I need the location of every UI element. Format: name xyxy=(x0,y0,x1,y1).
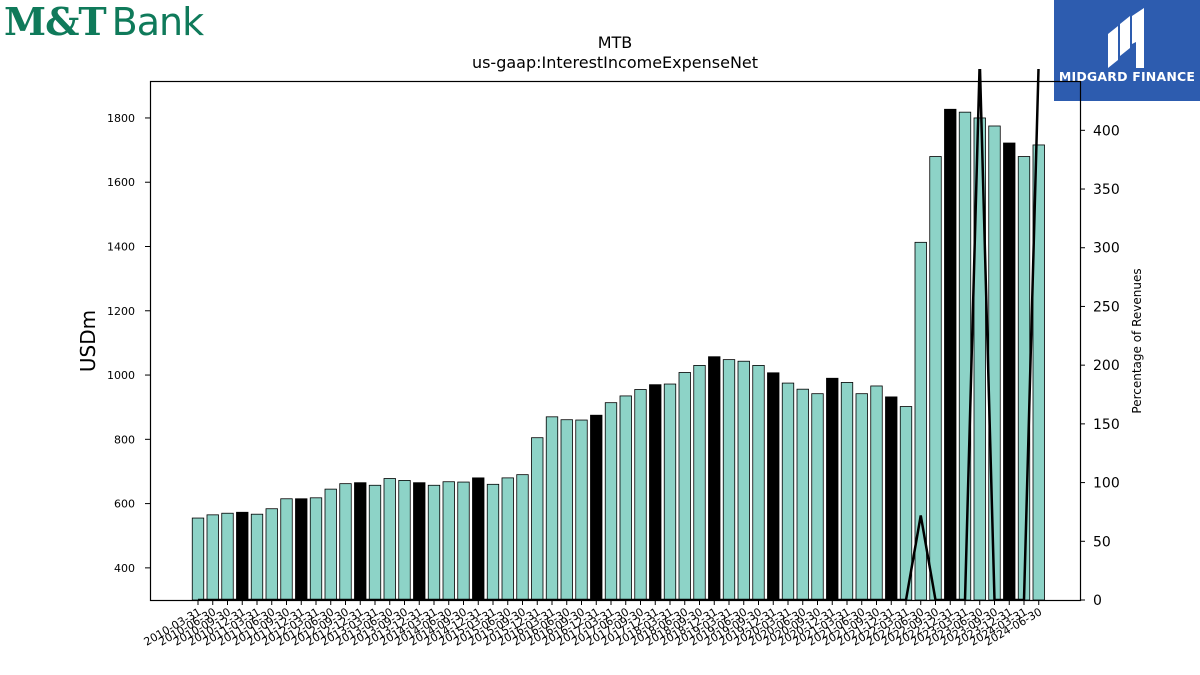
y2-tick-label: 300 xyxy=(1093,241,1120,257)
bar xyxy=(722,359,736,601)
y2-tick-label: 100 xyxy=(1093,476,1120,492)
chart-subtitle: us-gaap:InterestIncomeExpenseNet xyxy=(472,53,758,72)
bar xyxy=(486,483,500,601)
y2-tick-label: 0 xyxy=(1093,593,1102,609)
percentage-line xyxy=(198,69,1040,600)
y-tick-label: 400 xyxy=(114,562,135,575)
y-tick-label: 1400 xyxy=(107,241,135,254)
bar xyxy=(545,416,559,601)
chart-title: MTB xyxy=(598,33,633,52)
bar xyxy=(752,365,765,601)
bar xyxy=(309,497,323,601)
midgard-logo-icon xyxy=(1108,8,1144,68)
bars-group xyxy=(191,108,1045,601)
y-tick-label: 1600 xyxy=(107,176,135,189)
bar xyxy=(737,360,750,601)
bar xyxy=(634,389,647,601)
bar xyxy=(383,478,396,601)
bar xyxy=(354,482,367,601)
bar xyxy=(693,365,706,601)
bar xyxy=(427,484,441,601)
bar xyxy=(324,488,337,601)
bank-logo: M&T Bank xyxy=(4,0,204,44)
bar xyxy=(472,477,485,601)
bar xyxy=(811,393,824,601)
bar xyxy=(840,382,854,601)
y-tick-label: 600 xyxy=(114,498,135,511)
bar xyxy=(265,508,278,601)
bar xyxy=(914,241,927,601)
bar xyxy=(663,383,677,601)
bar xyxy=(531,437,544,601)
bar xyxy=(339,483,352,601)
bar xyxy=(604,402,618,601)
y2-tick-label: 150 xyxy=(1093,417,1120,433)
y-axis-label: USDm xyxy=(76,310,100,372)
bar xyxy=(781,382,795,601)
bar xyxy=(796,388,809,601)
y2-tick-label: 350 xyxy=(1093,182,1120,198)
bar xyxy=(855,393,868,601)
y-tick-label: 1000 xyxy=(107,369,135,382)
bar xyxy=(501,477,514,601)
bar xyxy=(619,395,632,601)
y-axis-left: 400 600 800 1000 1200 1400 1600 1800 xyxy=(107,112,150,575)
bar xyxy=(826,377,839,601)
bar xyxy=(398,480,411,601)
y-tick-label: 1800 xyxy=(107,112,135,125)
y2-tick-label: 50 xyxy=(1093,534,1111,550)
bar xyxy=(442,481,455,601)
bar xyxy=(295,498,308,601)
bar xyxy=(457,481,470,601)
x-axis: 2010-03-312010-06-302010-09-302010-12-31… xyxy=(142,600,1044,649)
bar xyxy=(988,125,1001,601)
bar xyxy=(221,512,234,601)
y2-tick-label: 200 xyxy=(1093,358,1120,374)
bar xyxy=(250,513,264,601)
bar xyxy=(368,484,382,601)
bar xyxy=(516,474,529,601)
bar xyxy=(649,384,662,601)
plot-frame xyxy=(149,80,1082,602)
bar xyxy=(958,111,972,601)
bar xyxy=(575,419,588,601)
bank-logo-bank: Bank xyxy=(111,0,204,44)
bar xyxy=(1017,156,1031,601)
bar xyxy=(767,372,780,601)
bar xyxy=(870,385,883,601)
bar xyxy=(280,498,293,601)
bar xyxy=(708,356,721,601)
y-tick-label: 1200 xyxy=(107,305,135,318)
bar xyxy=(885,396,898,601)
bar xyxy=(191,517,205,601)
bar xyxy=(560,419,573,601)
bar xyxy=(413,482,426,601)
bar xyxy=(590,414,603,601)
y-axis-right: 0 50 100 150 200 250 300 350 400 xyxy=(1080,123,1120,609)
bar xyxy=(929,156,942,601)
y2-axis-label: Percentage of Revenues xyxy=(1130,268,1144,413)
bar xyxy=(944,108,957,601)
bar xyxy=(206,514,219,601)
bar xyxy=(1003,142,1016,601)
bank-logo-mt: M&T xyxy=(4,0,107,44)
y2-tick-label: 400 xyxy=(1093,123,1120,139)
y-tick-label: 800 xyxy=(114,433,135,446)
y2-tick-label: 250 xyxy=(1093,299,1120,315)
bar xyxy=(236,511,249,601)
bar xyxy=(678,372,691,601)
watermark-logo: MIDGARD FINANCE xyxy=(1054,0,1200,101)
watermark-text: MIDGARD FINANCE xyxy=(1058,69,1196,84)
